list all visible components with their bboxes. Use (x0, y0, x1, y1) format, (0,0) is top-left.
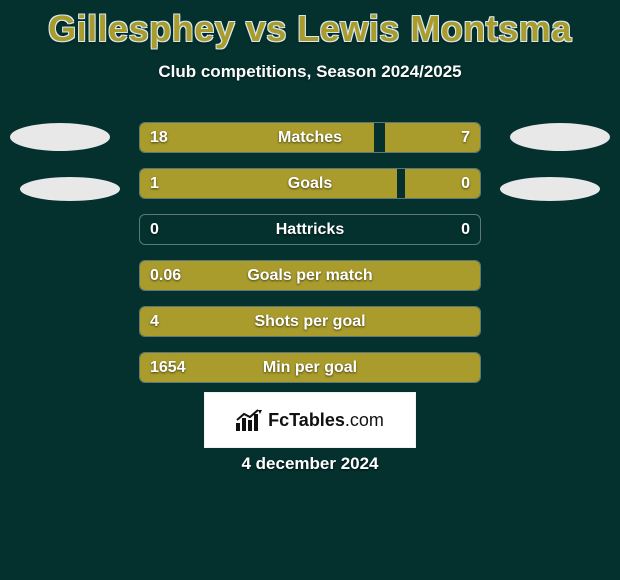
stat-row: 00Hattricks (139, 214, 481, 245)
stat-label: Min per goal (140, 353, 480, 382)
player-right-badge-1 (510, 123, 610, 151)
stat-label: Matches (140, 123, 480, 152)
player-left-badge-1 (10, 123, 110, 151)
brand-box: FcTables.com (204, 392, 416, 448)
comparison-card: Gillesphey vs Lewis Montsma Club competi… (0, 0, 620, 580)
brand-suffix: .com (345, 410, 384, 430)
brand-icon (236, 409, 262, 431)
page-title: Gillesphey vs Lewis Montsma (0, 0, 620, 50)
stat-row: 187Matches (139, 122, 481, 153)
stat-row: 1654Min per goal (139, 352, 481, 383)
stats-container: 187Matches 10Goals 00Hattricks 0.06Goals pe… (139, 122, 481, 398)
player-left-badge-2 (20, 177, 120, 201)
brand-text: FcTables.com (268, 410, 384, 431)
stat-row: 4Shots per goal (139, 306, 481, 337)
subtitle: Club competitions, Season 2024/2025 (0, 62, 620, 82)
snapshot-date: 4 december 2024 (0, 454, 620, 474)
stat-label: Hattricks (140, 215, 480, 244)
player-right-badge-2 (500, 177, 600, 201)
stat-label: Shots per goal (140, 307, 480, 336)
stat-label: Goals (140, 169, 480, 198)
stat-row: 0.06Goals per match (139, 260, 481, 291)
brand-name: FcTables (268, 410, 345, 430)
stat-label: Goals per match (140, 261, 480, 290)
stat-row: 10Goals (139, 168, 481, 199)
